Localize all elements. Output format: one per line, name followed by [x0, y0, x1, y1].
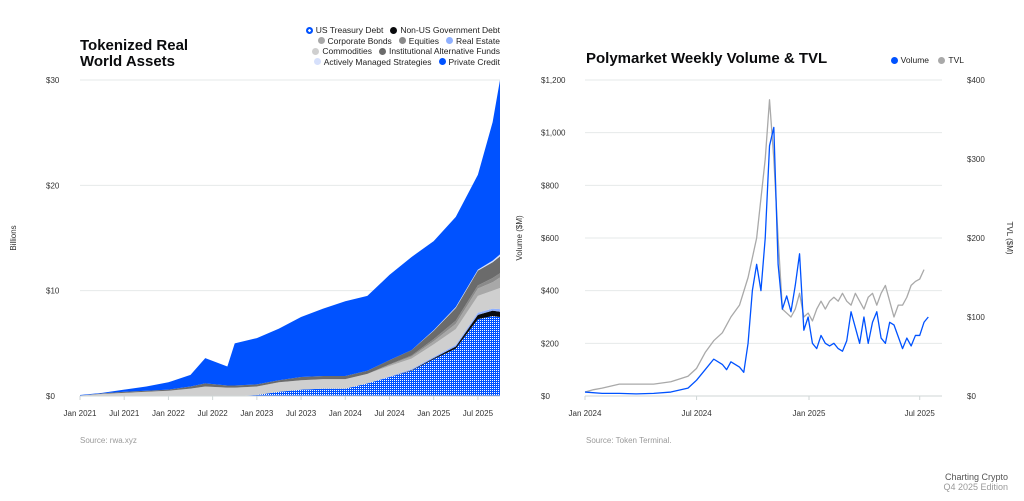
legend-item: Corporate Bonds: [317, 35, 392, 46]
legend-label: Corporate Bonds: [327, 35, 392, 46]
legend-label: TVL: [948, 55, 964, 65]
legend-dot-icon: [938, 56, 946, 64]
legend-dot-icon: [312, 47, 320, 55]
legend-dot-icon: [313, 58, 321, 65]
legend-item: Institutional Alternative Funds: [378, 46, 500, 56]
line-tvl: [584, 99, 925, 393]
footer-edition: Q4 2025 Edition: [943, 482, 1008, 492]
legend-item: Commodities: [312, 46, 372, 56]
legend-label: Commodities: [322, 46, 372, 56]
legend-label: Equities: [408, 35, 440, 46]
legend-label: Non-US Government Debt: [400, 25, 500, 35]
y-tick-label: $20: [46, 181, 60, 190]
y-tick-label: $600: [541, 234, 559, 243]
area-private-credit: [80, 80, 500, 396]
legend-item: Equities: [398, 35, 440, 46]
y2-tick-label: $300: [967, 155, 985, 164]
legend-item-volume: Volume: [890, 55, 930, 65]
legend-row: Actively Managed Strategies Private Credi…: [299, 57, 500, 68]
x-tick-label: Jul 2021: [109, 409, 140, 418]
y-tick-label: $0: [46, 392, 55, 401]
legend-item: Non-US Government Debt: [390, 25, 500, 35]
legend-label: US Treasury Debt: [315, 25, 384, 35]
area-us-treasury-debt: [80, 315, 500, 396]
x-tick-label: Jul 2023: [286, 409, 317, 418]
legend-item: US Treasury Debt: [305, 25, 384, 35]
y-tick-label: $800: [541, 181, 559, 190]
legend-label: Institutional Alternative Funds: [388, 46, 500, 56]
y2-tick-label: $200: [967, 234, 985, 243]
legend-row: US Treasury Debt Non-US Government Debt: [299, 25, 500, 36]
area-institutional-alternative-funds: [80, 256, 500, 396]
x-tick-label: Jan 2025: [417, 409, 450, 418]
legend-label: Private Credit: [448, 56, 501, 67]
area-commodities: [80, 288, 500, 396]
y-tick-label: $1,200: [541, 76, 566, 85]
legend-item: Private Credit: [438, 56, 501, 67]
x-tick-label: Jan 2025: [793, 409, 826, 418]
left-source: Source: rwa.xyz: [80, 436, 137, 445]
legend-label: Volume: [900, 55, 930, 65]
x-tick-label: Jul 2025: [905, 409, 936, 418]
x-tick-label: Jul 2025: [463, 409, 494, 418]
y-tick-label: $200: [541, 339, 559, 348]
y-axis-label: Volume ($M): [515, 215, 524, 261]
line-volume: [584, 126, 929, 395]
legend-item-tvl: TVL: [938, 55, 964, 65]
title-line: World Assets: [80, 53, 176, 70]
legend-item: Actively Managed Strategies: [313, 56, 432, 67]
x-tick-label: Jan 2023: [240, 409, 273, 418]
legend-item: Real Estate: [446, 36, 500, 46]
legend-row: Commodities Institutional Alternative Fun…: [299, 46, 500, 57]
y-tick-label: $400: [541, 287, 559, 296]
legend-dot-icon: [317, 37, 325, 44]
legend-dot-icon: [446, 37, 454, 44]
legend-dot-icon: [438, 58, 446, 65]
legend-dot-icon: [378, 47, 386, 55]
legend-label: Real Estate: [456, 35, 500, 46]
x-tick-label: Jan 2024: [569, 409, 602, 418]
x-tick-label: Jul 2024: [681, 409, 712, 418]
legend-dot-icon: [305, 26, 313, 34]
y-tick-label: $1,000: [541, 129, 566, 138]
y2-tick-label: $400: [967, 76, 985, 85]
x-tick-label: Jan 2022: [152, 409, 185, 418]
right-source: Source: Token Terminal.: [586, 436, 672, 445]
title-line: Tokenized Real: [80, 37, 189, 54]
y-axis-label: Billions: [9, 225, 18, 250]
y2-axis-label: TVL ($M): [1005, 221, 1014, 254]
y-tick-label: $30: [46, 76, 60, 85]
y-tick-label: $0: [541, 392, 550, 401]
y2-tick-label: $100: [967, 313, 985, 322]
x-tick-label: Jul 2022: [198, 409, 229, 418]
x-tick-label: Jan 2024: [329, 409, 362, 418]
x-tick-label: Jul 2024: [374, 409, 405, 418]
legend-dot-icon: [398, 37, 406, 44]
legend-dot-icon: [390, 26, 398, 34]
footer-brand: Charting Crypto: [944, 472, 1008, 482]
left-chart-legend: US Treasury Debt Non-US Government Debt Co…: [299, 25, 500, 67]
legend-label: Actively Managed Strategies: [323, 56, 432, 67]
legend-row: Corporate Bonds Equities Real Estate: [299, 36, 500, 47]
y-tick-label: $10: [46, 287, 60, 296]
legend-dot-icon: [890, 56, 898, 64]
right-chart-legend: Volume TVL: [884, 55, 964, 66]
footer: Charting Crypto Q4 2025 Edition: [943, 472, 1008, 492]
y2-tick-label: $0: [967, 392, 976, 401]
x-tick-label: Jan 2021: [64, 409, 97, 418]
left-chart-title: Tokenized Real World Assets: [80, 38, 188, 70]
right-chart-title: Polymarket Weekly Volume & TVL: [586, 50, 828, 67]
